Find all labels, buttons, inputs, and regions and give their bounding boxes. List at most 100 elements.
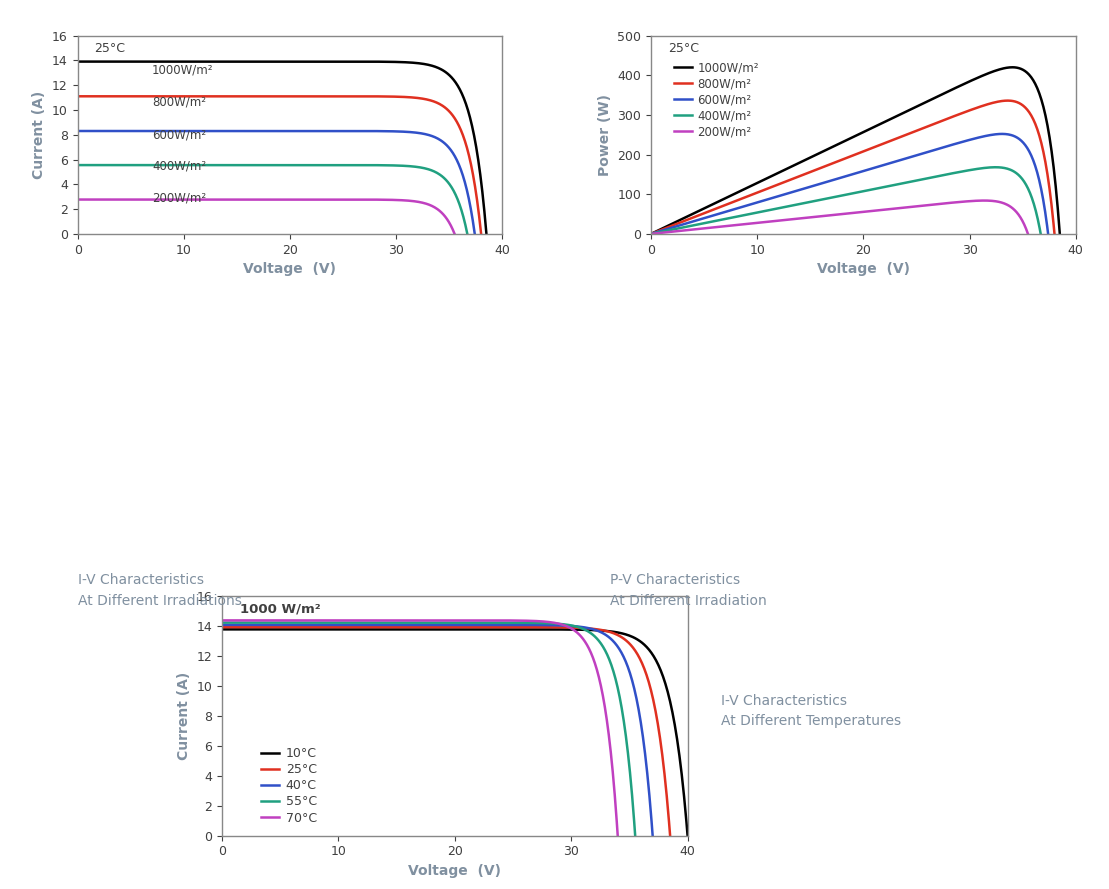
Legend: 10°C, 25°C, 40°C, 55°C, 70°C: 10°C, 25°C, 40°C, 55°C, 70°C <box>261 747 317 825</box>
55°C <box>475 617 488 628</box>
Line: 70°C: 70°C <box>222 621 618 836</box>
Text: 400W/m²: 400W/m² <box>152 160 206 172</box>
200W/m² <box>1021 228 1035 239</box>
25°C <box>215 621 228 632</box>
200W/m² <box>882 204 895 214</box>
200W/m² <box>690 224 703 235</box>
10°C <box>215 624 228 635</box>
800W/m² <box>644 228 658 239</box>
Text: 1000W/m²: 1000W/m² <box>152 64 213 76</box>
Y-axis label: Power (W): Power (W) <box>598 93 612 176</box>
25°C <box>663 830 676 841</box>
55°C <box>265 617 278 628</box>
800W/m² <box>693 210 706 220</box>
Line: 200W/m²: 200W/m² <box>651 201 1028 234</box>
70°C <box>344 615 357 626</box>
200W/m² <box>918 200 932 211</box>
Line: 600W/m²: 600W/m² <box>651 134 1048 234</box>
600W/m² <box>774 190 787 201</box>
Line: 55°C: 55°C <box>222 622 635 836</box>
800W/m² <box>898 130 912 140</box>
800W/m² <box>804 166 817 177</box>
200W/m² <box>794 213 807 224</box>
1000W/m² <box>644 228 658 239</box>
70°C <box>502 615 516 626</box>
Text: P-V Characteristics
At Different Irradiation: P-V Characteristics At Different Irradia… <box>610 573 766 608</box>
400W/m² <box>691 219 704 229</box>
Text: 800W/m²: 800W/m² <box>152 96 206 109</box>
55°C <box>349 617 363 628</box>
X-axis label: Voltage  (V): Voltage (V) <box>817 262 909 276</box>
Y-axis label: Current (A): Current (A) <box>176 671 191 760</box>
600W/m² <box>996 129 1009 140</box>
600W/m² <box>692 214 705 225</box>
800W/m² <box>937 115 950 125</box>
70°C <box>501 615 515 626</box>
Line: 400W/m²: 400W/m² <box>651 167 1040 234</box>
400W/m² <box>644 228 658 239</box>
400W/m² <box>926 172 939 182</box>
1000W/m² <box>942 86 955 97</box>
Line: 10°C: 10°C <box>222 629 688 836</box>
10°C <box>508 624 521 635</box>
25°C <box>539 622 552 633</box>
Line: 1000W/m²: 1000W/m² <box>651 68 1060 234</box>
10°C <box>681 830 694 841</box>
25°C <box>541 622 554 633</box>
70°C <box>611 830 624 841</box>
400W/m² <box>772 203 785 213</box>
40°C <box>526 620 539 630</box>
200W/m² <box>767 216 781 227</box>
400W/m² <box>989 162 1003 172</box>
Y-axis label: Current (A): Current (A) <box>32 91 47 179</box>
40°C <box>528 620 541 630</box>
Text: I-V Characteristics
At Different Irradiations: I-V Characteristics At Different Irradia… <box>78 573 242 608</box>
600W/m² <box>930 144 944 155</box>
Text: 200W/m²: 200W/m² <box>152 192 206 205</box>
55°C <box>513 617 527 628</box>
40°C <box>486 620 499 630</box>
800W/m² <box>1001 95 1015 106</box>
600W/m² <box>894 155 907 165</box>
1000W/m² <box>939 87 953 98</box>
1000W/m² <box>693 205 706 216</box>
800W/m² <box>1048 228 1061 239</box>
40°C <box>215 620 228 630</box>
1000W/m² <box>806 151 820 162</box>
1000W/m² <box>1054 228 1067 239</box>
400W/m² <box>1034 228 1047 239</box>
55°C <box>379 617 393 628</box>
Line: 40°C: 40°C <box>222 625 652 836</box>
600W/m² <box>644 228 658 239</box>
55°C <box>629 830 642 841</box>
40°C <box>645 830 659 841</box>
40°C <box>267 620 281 630</box>
Text: 1000 W/m²: 1000 W/m² <box>241 603 322 616</box>
10°C <box>272 624 285 635</box>
200W/m² <box>978 196 991 206</box>
Line: 800W/m²: 800W/m² <box>651 100 1055 234</box>
55°C <box>215 617 228 628</box>
10°C <box>553 624 567 635</box>
55°C <box>516 617 529 628</box>
Text: 600W/m²: 600W/m² <box>152 128 206 141</box>
200W/m² <box>916 200 929 211</box>
600W/m² <box>933 143 946 154</box>
200W/m² <box>644 228 658 239</box>
400W/m² <box>889 180 903 190</box>
Text: I-V Characteristics
At Different Temperatures: I-V Characteristics At Different Tempera… <box>721 694 901 728</box>
600W/m² <box>1041 228 1055 239</box>
10°C <box>399 624 413 635</box>
Line: 25°C: 25°C <box>222 627 670 836</box>
70°C <box>372 615 385 626</box>
X-axis label: Voltage  (V): Voltage (V) <box>244 262 336 276</box>
Text: 25°C: 25°C <box>94 42 125 54</box>
600W/m² <box>802 182 815 193</box>
800W/m² <box>776 178 790 188</box>
40°C <box>356 620 369 630</box>
25°C <box>269 621 283 632</box>
10°C <box>367 624 380 635</box>
10°C <box>551 624 564 635</box>
40°C <box>386 620 399 630</box>
25°C <box>393 621 406 632</box>
